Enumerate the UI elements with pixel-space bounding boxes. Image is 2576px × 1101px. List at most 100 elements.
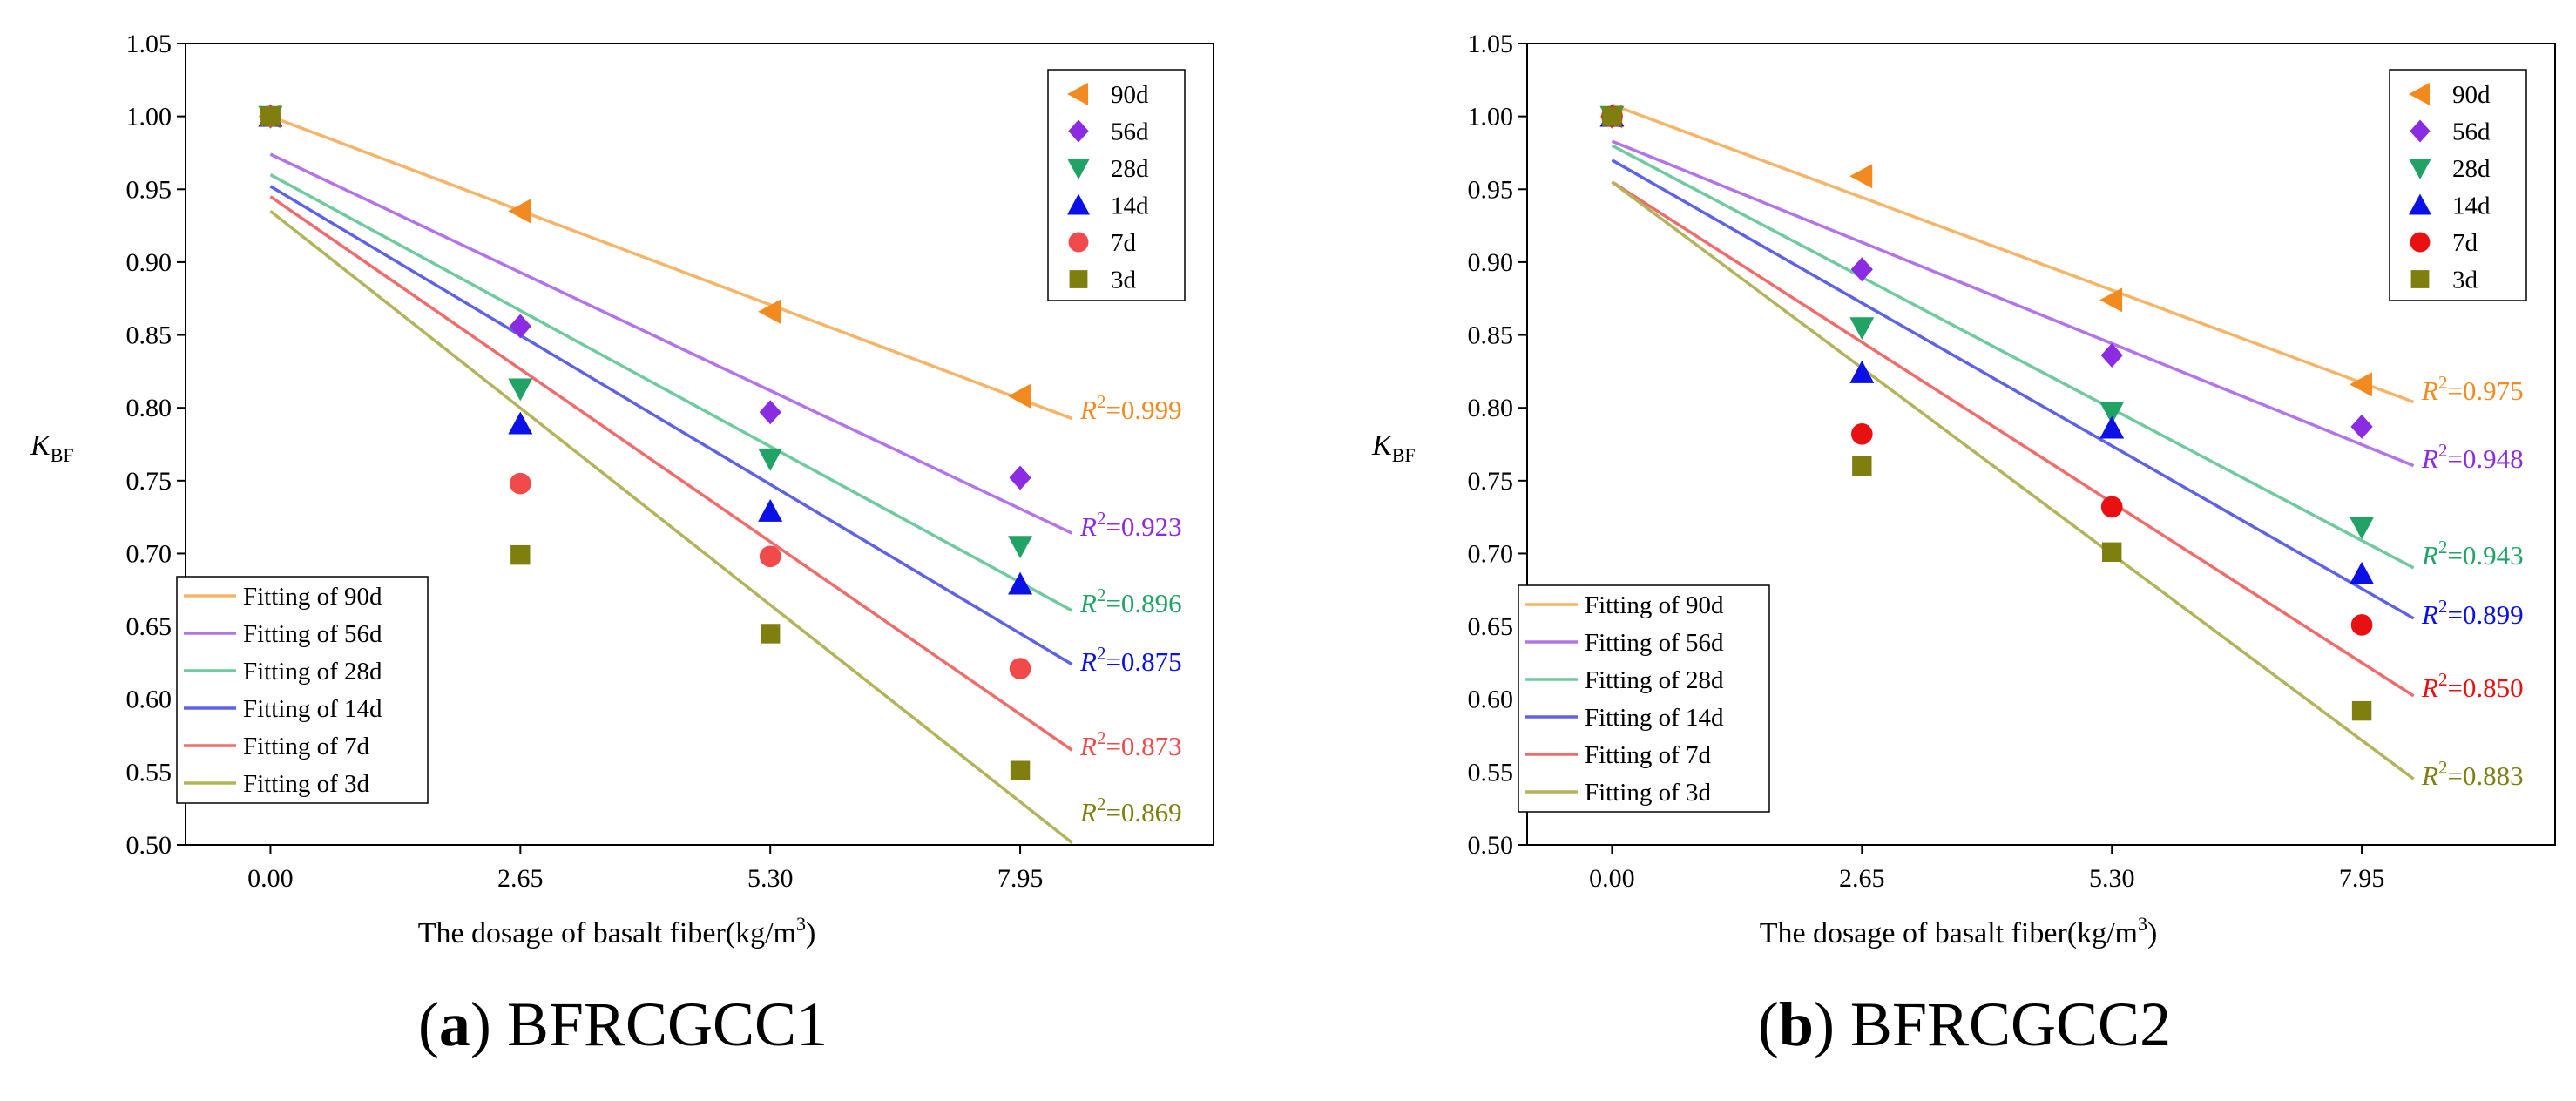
legend-marker-90d (2409, 83, 2431, 105)
data-point-90d (1849, 164, 1873, 189)
data-point-14d (508, 411, 533, 435)
r2-label-3d: R2=0.883 (2421, 757, 2524, 791)
legend-fit-label-28d: Fitting of 28d (1585, 666, 1724, 694)
y-tick-label: 0.55 (126, 758, 172, 787)
x-tick-label: 7.95 (997, 864, 1044, 893)
x-axis-title: The dosage of basalt fiber(kg/m3) (418, 913, 816, 949)
fit-line-3d (1611, 180, 2415, 780)
y-tick-label: 0.95 (1468, 175, 1514, 204)
y-tick-label: 0.80 (1468, 394, 1514, 422)
legend-fit-label-56d: Fitting of 56d (1585, 629, 1724, 657)
y-tick-label: 1.05 (1468, 30, 1514, 58)
data-point-90d (758, 299, 781, 324)
legend-marker-7d (1068, 232, 1089, 253)
series-3d (260, 106, 1031, 780)
panel-caption: (a) BFRCGCC1 (418, 990, 828, 1059)
legend-fit-label-14d: Fitting of 14d (1585, 704, 1724, 732)
legend-label-56d: 56d (1111, 118, 1149, 146)
y-tick-label: 1.00 (126, 103, 172, 132)
y-tick-label: 0.65 (126, 612, 172, 641)
x-tick-label: 0.00 (1589, 864, 1635, 893)
legend-marker-3d (2410, 270, 2430, 288)
y-axis-title: KBF (30, 429, 74, 466)
fit-line-7d (269, 195, 1073, 752)
legend-label-28d: 28d (2452, 155, 2491, 183)
y-tick-label: 0.50 (126, 831, 172, 860)
data-point-56d (2100, 342, 2123, 368)
fit-line-56d (269, 152, 1073, 535)
x-tick-label: 2.65 (497, 864, 544, 893)
data-point-14d (1008, 571, 1033, 595)
y-tick-label: 1.05 (126, 30, 172, 58)
data-point-14d (2350, 561, 2375, 584)
data-point-90d (2350, 372, 2372, 397)
legend-fit-label-90d: Fitting of 90d (1585, 591, 1724, 619)
y-tick-label: 0.70 (1468, 539, 1514, 568)
data-point-14d (1849, 361, 1875, 383)
r2-label-7d: R2=0.850 (2421, 669, 2524, 703)
legend-label-56d: 56d (2452, 118, 2491, 146)
data-point-56d (1850, 257, 1873, 282)
legend-label-14d: 14d (1111, 193, 1149, 220)
legend-fit-label-28d: Fitting of 28d (243, 658, 382, 686)
fit-line-90d (269, 114, 1073, 421)
data-point-56d (759, 400, 781, 425)
data-point-14d (758, 498, 783, 522)
fit-lines (1611, 103, 2415, 780)
legend-fit-label-3d: Fitting of 3d (1585, 779, 1712, 807)
legend-marker-14d (2409, 193, 2431, 215)
data-point-90d (2099, 287, 2123, 313)
legend-label-90d: 90d (1111, 81, 1149, 109)
data-point-28d (508, 378, 533, 402)
fit-line-7d (1611, 180, 2415, 698)
y-tick-label: 0.85 (1468, 321, 1514, 350)
data-point-7d (1009, 658, 1031, 679)
series-28d (1599, 105, 2375, 540)
data-point-3d (510, 544, 531, 565)
data-point-28d (2350, 517, 2375, 540)
x-axis-title: The dosage of basalt fiber(kg/m3) (1760, 913, 2158, 949)
legend-marker-56d (2410, 119, 2431, 143)
fit-line-14d (1611, 159, 2415, 620)
data-point-7d (2350, 614, 2373, 636)
legend-markers: 90d 56d 28d 14d 7d 3d (2389, 69, 2527, 301)
data-point-3d (2101, 542, 2122, 562)
legend-label-7d: 7d (1111, 229, 1137, 257)
y-tick-label: 0.65 (1468, 612, 1514, 641)
y-tick-label: 0.90 (1468, 248, 1514, 277)
fit-line-90d (1611, 103, 2415, 404)
legend-fit-label-7d: Fitting of 7d (1585, 741, 1712, 769)
r2-label-3d: R2=0.869 (1079, 794, 1182, 827)
legend-marker-90d (1067, 83, 1089, 105)
x-tick-label: 7.95 (2339, 864, 2385, 893)
data-point-3d (1010, 760, 1031, 780)
y-tick-label: 0.90 (126, 248, 172, 277)
chart-panel-b: 0.50 0.55 0.60 0.65 0.70 0.75 0.80 0.85 0.90 0.95… (1371, 30, 2556, 1059)
data-point-7d (759, 545, 781, 568)
data-point-14d (2099, 415, 2125, 439)
legend-fits: Fitting of 90d Fitting of 56d Fitting of 2… (1518, 584, 1770, 813)
legend-fit-label-14d: Fitting of 14d (243, 695, 382, 723)
x-tick-label: 5.30 (2089, 864, 2135, 893)
r2-label-7d: R2=0.873 (1079, 727, 1182, 761)
legend-label-7d: 7d (2452, 229, 2478, 257)
legend-label-28d: 28d (1111, 155, 1149, 183)
series-56d (1600, 104, 2373, 439)
legend-fits: Fitting of 90d Fitting of 56d Fitting of 2… (176, 576, 429, 804)
fit-lines (269, 114, 1073, 844)
legend-marker-28d (1067, 158, 1090, 179)
panel-caption: (b) BFRCGCC2 (1758, 990, 2171, 1059)
legend-label-3d: 3d (1111, 267, 1137, 294)
legend-label-3d: 3d (2452, 267, 2478, 294)
data-point-56d (2350, 414, 2373, 439)
data-point-28d (758, 448, 783, 471)
legend-marker-14d (1067, 193, 1090, 215)
data-point-3d (1852, 456, 1872, 476)
series-14d (258, 104, 1033, 595)
y-axis-title: KBF (1371, 429, 1416, 466)
plot-frame (1526, 43, 2556, 846)
chart-panel-a: 0.50 0.55 0.60 0.65 0.70 0.75 0.80 0.85 0.90 0.95… (30, 30, 1214, 1059)
data-point-56d (509, 314, 531, 339)
data-point-56d (1009, 465, 1031, 490)
r2-label-90d: R2=0.975 (2421, 372, 2524, 406)
